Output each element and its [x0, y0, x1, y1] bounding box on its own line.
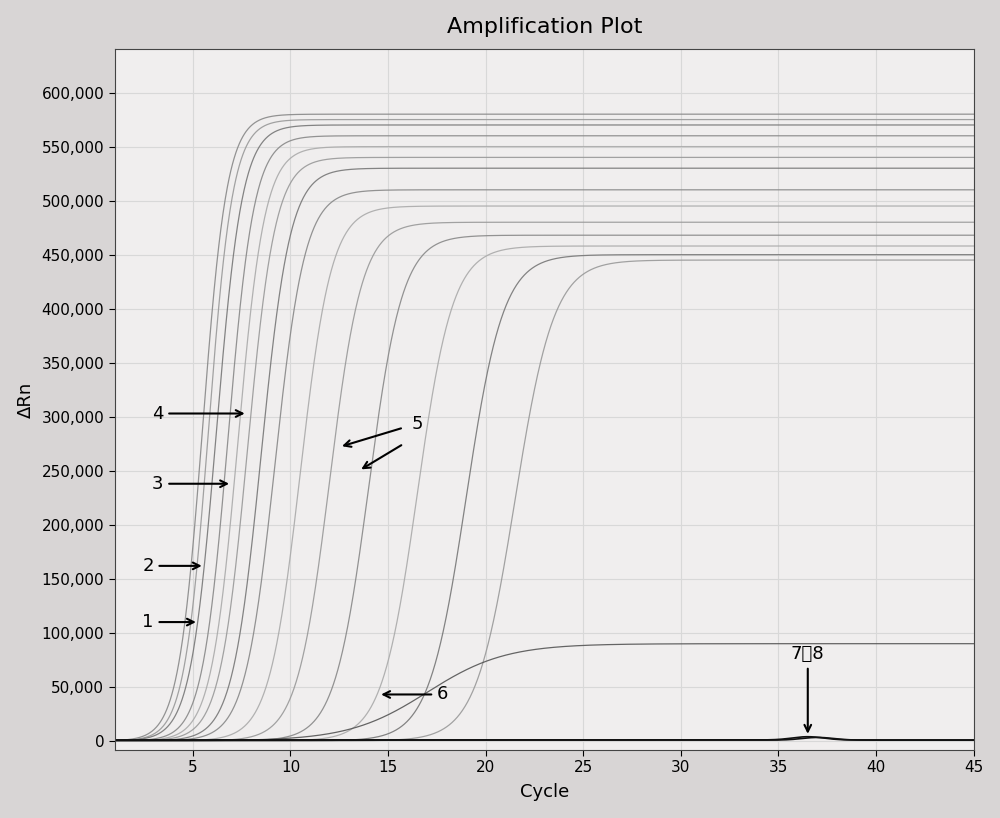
Y-axis label: ΔRn: ΔRn	[17, 381, 35, 417]
Text: 7、8: 7、8	[791, 645, 825, 731]
Text: 6: 6	[383, 685, 448, 703]
Text: 3: 3	[152, 474, 227, 492]
Text: 4: 4	[152, 405, 242, 423]
Text: 5: 5	[411, 416, 423, 434]
Title: Amplification Plot: Amplification Plot	[447, 16, 642, 37]
X-axis label: Cycle: Cycle	[520, 784, 569, 802]
Text: 2: 2	[142, 557, 199, 575]
Text: 1: 1	[142, 613, 194, 631]
